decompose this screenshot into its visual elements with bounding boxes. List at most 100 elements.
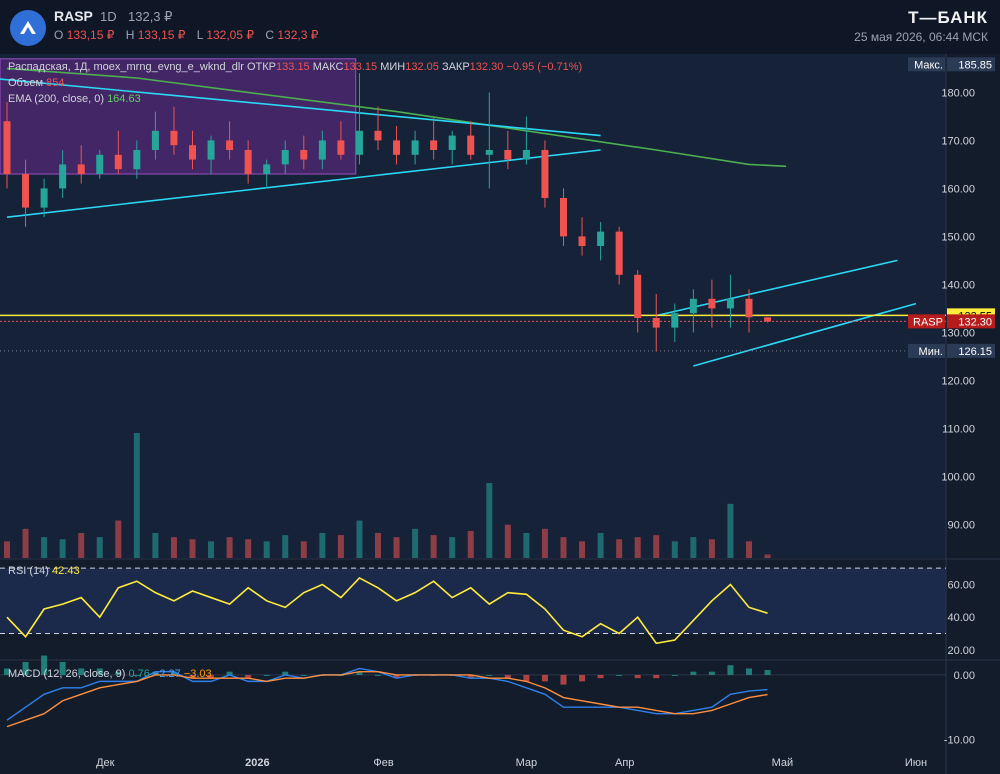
macd-histogram-bar xyxy=(115,671,122,675)
legend-low-label: МИН xyxy=(380,61,406,73)
candle-body xyxy=(634,274,642,318)
candle xyxy=(77,145,85,184)
time-tick-label: Май xyxy=(772,757,794,769)
candle xyxy=(114,130,122,174)
candle xyxy=(393,126,401,165)
price-badge xyxy=(947,314,995,329)
volume-bar xyxy=(708,539,715,558)
ema-label: EMA (200, close, 0) xyxy=(8,93,104,105)
price-badge-label: Макс. xyxy=(914,59,943,71)
macd-tick-label: 0.00 xyxy=(954,670,975,682)
volume-bar xyxy=(579,541,586,558)
consolidation-zone xyxy=(0,58,357,175)
price-tick-label: 150.00 xyxy=(941,231,975,243)
volume-bar xyxy=(746,541,752,558)
candle xyxy=(541,140,549,208)
volume-label: Объем xyxy=(8,77,44,89)
candle xyxy=(300,135,308,170)
candle-body xyxy=(541,150,549,198)
price-tick-label: 130.00 xyxy=(941,327,975,339)
rsi-band-background xyxy=(0,568,946,634)
ohlc-close-label: C xyxy=(265,28,274,42)
macd-histogram-bar xyxy=(671,674,678,676)
candle-body xyxy=(708,298,716,309)
legend-high-label: МАКС xyxy=(312,61,344,73)
volume-bar xyxy=(356,520,363,558)
candle xyxy=(337,121,345,160)
rsi-label: RSI (14) xyxy=(8,565,49,577)
main-legend: Распадская, 1Д, moex_mrng_evng_e_wknd_dl… xyxy=(8,61,582,73)
candle xyxy=(745,289,753,333)
candle xyxy=(355,73,363,165)
volume-bar xyxy=(22,528,29,558)
price-badge-value: 132.30 xyxy=(958,316,992,328)
ema-legend: EMA (200, close, 0) 164.63 xyxy=(8,93,141,105)
macd-signal-line xyxy=(6,670,768,728)
volume-bar xyxy=(653,535,660,558)
macd-histogram-bar xyxy=(78,668,85,675)
top-bar: RASP 1D 132,3 ₽ O 133,15 ₽ H 133,15 ₽ L … xyxy=(0,0,1000,54)
candle-body xyxy=(764,317,772,322)
candle-body xyxy=(114,154,122,170)
candle-body xyxy=(337,140,345,155)
macd-hist-value: 0.76 xyxy=(128,668,150,680)
candle xyxy=(578,217,586,256)
macd-label: MACD (12, 26, close, 9) xyxy=(8,668,126,680)
price-tick-label: 160.00 xyxy=(941,183,975,195)
price-badge-value: 185.85 xyxy=(958,59,992,71)
time-tick-label: Дек xyxy=(96,757,115,769)
candle-body xyxy=(3,121,11,174)
interval-label[interactable]: 1D xyxy=(100,9,117,24)
candle xyxy=(263,159,271,189)
volume-bar xyxy=(170,537,177,558)
macd-histogram-bar xyxy=(22,662,29,675)
volume-bar xyxy=(523,533,530,558)
candle-body xyxy=(578,236,586,246)
chart-area[interactable]: 90.00 100.00 110.00 120.00 130.00 140.00 150.0… xyxy=(0,54,1000,774)
candle-body xyxy=(207,140,215,160)
macd-legend: MACD (12, 26, close, 9) 0.76 −2.27 −3.03 xyxy=(8,668,212,680)
legend-series-name: Распадская, 1Д, moex_mrng_evng_e_wknd_dl… xyxy=(8,61,244,73)
candle xyxy=(170,106,178,155)
volume-bar xyxy=(727,503,734,558)
candle xyxy=(22,159,30,227)
macd-histogram-bar xyxy=(59,662,66,675)
volume-bar xyxy=(59,539,66,558)
candle xyxy=(467,121,475,160)
volume-bar xyxy=(690,537,697,558)
candle xyxy=(597,222,605,261)
candle-body xyxy=(430,140,438,150)
volume-bar xyxy=(152,533,159,558)
macd-histogram-bar xyxy=(523,674,530,682)
time-tick-label: Июн xyxy=(905,757,927,769)
candle-body xyxy=(318,140,326,160)
candle-body xyxy=(244,150,252,174)
time-tick-label: Апр xyxy=(615,757,634,769)
candle-body xyxy=(77,164,85,174)
legend-high-value: 133.15 xyxy=(343,61,378,73)
volume-bar xyxy=(189,539,196,558)
volume-bar xyxy=(764,554,771,558)
candle xyxy=(522,116,530,165)
time-tick-label: Мар xyxy=(516,757,538,769)
candle xyxy=(560,188,567,246)
macd-histogram-bar xyxy=(282,671,289,675)
price-badge-value: 126.15 xyxy=(958,346,992,358)
macd-histogram-bar xyxy=(245,674,252,679)
macd-histogram-bar xyxy=(133,674,140,676)
candle-body xyxy=(40,188,48,208)
trendline-4 xyxy=(693,302,917,367)
volume-bar xyxy=(78,533,85,558)
volume-bar xyxy=(486,483,493,558)
time-tick-label: 2026 xyxy=(245,757,269,769)
volume-bar xyxy=(541,528,548,558)
volume-bar xyxy=(634,537,641,558)
macd-histogram-bar xyxy=(690,671,697,675)
candle-body xyxy=(170,130,178,146)
candle xyxy=(96,150,104,179)
candle-body xyxy=(560,198,567,237)
ticker-symbol[interactable]: RASP xyxy=(54,8,93,24)
volume-bar xyxy=(319,533,326,558)
macd-histogram-bar xyxy=(189,674,196,679)
candle xyxy=(59,150,67,198)
